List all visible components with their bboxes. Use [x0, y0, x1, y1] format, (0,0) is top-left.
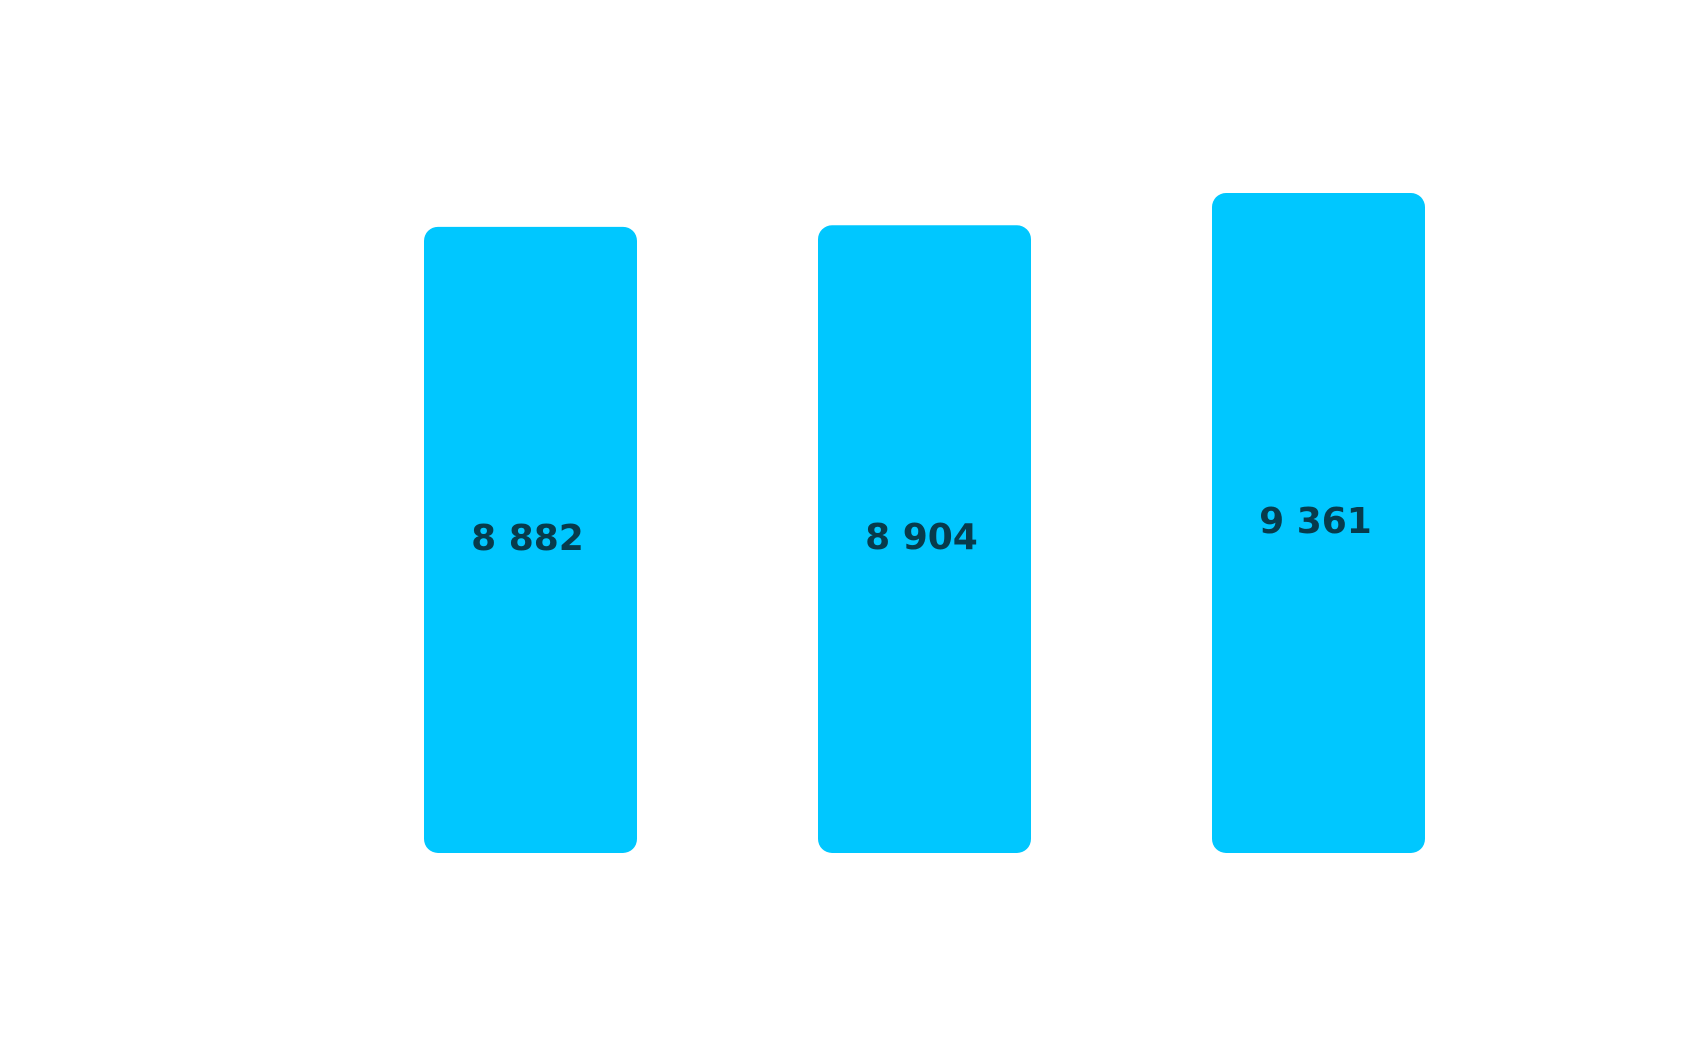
- bar-2: [818, 225, 1031, 853]
- bar-value-label-2: 8 904: [865, 517, 978, 558]
- bar-value-label-1: 8 882: [471, 518, 584, 559]
- bar-value-label-3: 9 361: [1259, 501, 1372, 542]
- bars-layer: [424, 193, 1425, 854]
- value-labels-layer: 8 882 8 904 9 361: [471, 501, 1372, 559]
- bar-1: [424, 226, 637, 854]
- bar-3: [1212, 193, 1425, 853]
